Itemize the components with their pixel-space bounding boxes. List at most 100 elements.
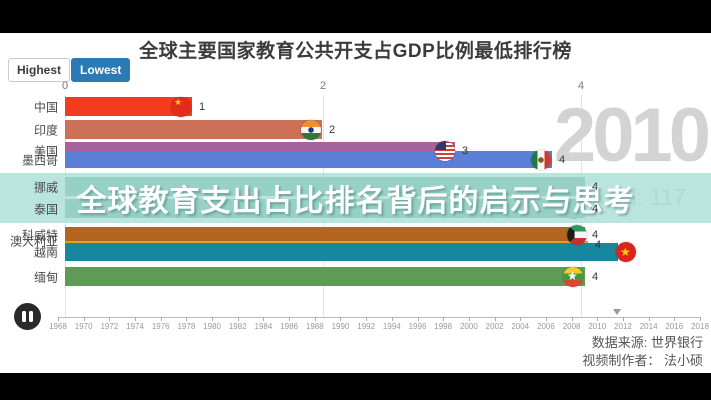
pause-icon	[22, 311, 26, 322]
timeline-tick	[545, 317, 547, 321]
timeline-year-label: 2014	[639, 322, 658, 331]
bar-myanmar	[65, 267, 585, 286]
usa-flag-icon	[435, 141, 455, 161]
bar-vietnam	[65, 243, 618, 261]
myanmar-flag-icon: ★	[563, 266, 583, 287]
lowest-button[interactable]: Lowest	[71, 58, 131, 82]
x-axis-tick-label: 2	[319, 80, 327, 92]
timeline-tick	[468, 317, 470, 321]
timeline-year-label: 1998	[434, 322, 453, 331]
india-flag-icon	[301, 119, 321, 140]
timeline-year-label: 1992	[357, 322, 376, 331]
country-label: 越南	[33, 245, 58, 260]
data-source-label: 数据来源: 世界银行	[591, 335, 703, 350]
timeline-tick	[160, 317, 162, 321]
timeline-year-label: 2004	[511, 322, 530, 331]
timeline-year-label: 1994	[382, 322, 401, 331]
timeline-tick	[622, 317, 624, 321]
timeline-tick	[648, 317, 650, 321]
star-glyph: ★	[567, 268, 578, 283]
timeline-position-marker[interactable]	[613, 309, 621, 315]
timeline-year-label: 1984	[254, 322, 273, 331]
headline-banner: 全球教育支出占比排名背后的启示与思考	[0, 173, 711, 223]
page-title: 全球主要国家教育公共开支占GDP比例最低排行榜	[139, 41, 572, 62]
timeline-tick	[571, 317, 573, 321]
star-glyph: ★	[174, 96, 183, 107]
timeline-tick	[135, 317, 137, 321]
timeline-tick	[263, 317, 265, 321]
timeline-tick	[289, 317, 291, 321]
country-label: 科威特	[21, 228, 58, 242]
timeline-year-label: 1976	[151, 322, 170, 331]
bar-china	[65, 97, 192, 116]
country-label: 美国	[33, 144, 58, 159]
credits: 数据来源: 世界银行 视频制作者： 法小硕	[582, 334, 703, 370]
timeline-tick	[366, 317, 368, 321]
timeline-year-label: 2016	[665, 322, 684, 331]
timeline-tick	[109, 317, 111, 321]
timeline-tick	[443, 317, 445, 321]
timeline-year-label: 2002	[485, 322, 504, 331]
pause-icon	[29, 311, 33, 322]
timeline-year-label: 1982	[228, 322, 247, 331]
creator-label: 视频制作者： 法小硕	[582, 353, 703, 368]
timeline-year-label: 1972	[100, 322, 119, 331]
timeline-tick	[314, 317, 316, 321]
timeline-tick	[237, 317, 239, 321]
bar-india	[65, 120, 322, 139]
bar-mexico	[65, 151, 552, 168]
bar-value: 4	[592, 270, 599, 283]
country-label: 缅甸	[33, 270, 58, 284]
x-axis-tick-label: 4	[577, 80, 585, 92]
timeline-year-label: 1978	[177, 322, 196, 331]
timeline-tick	[494, 317, 496, 321]
bar-kuwait	[65, 227, 585, 242]
bar-value: 1	[199, 100, 206, 113]
timeline-tick	[700, 317, 701, 321]
china-flag-icon: ★	[171, 96, 191, 117]
letterbox-bottom	[0, 373, 711, 400]
pause-button[interactable]	[14, 303, 41, 330]
bar-value: 4	[592, 202, 599, 215]
timeline-tick	[674, 317, 676, 321]
timeline-year-label: 1986	[280, 322, 298, 331]
timeline-tick	[186, 317, 188, 321]
bar-value: 2	[329, 123, 336, 136]
timeline-year-label: 1990	[331, 322, 350, 331]
timeline-year-label: 1974	[126, 322, 144, 331]
timeline-tick	[83, 317, 85, 321]
timeline-year-label: 1988	[305, 322, 324, 331]
timeline-tick	[391, 317, 393, 321]
kuwait-flag-icon	[567, 224, 587, 245]
timeline-year-label: 2006	[537, 322, 555, 331]
timeline-year-label: 1970	[74, 322, 93, 331]
timeline-year-label: 1980	[203, 322, 221, 331]
timeline-year-label: 2008	[562, 322, 581, 331]
country-label: 澳大利亚	[9, 234, 58, 249]
bar-value: 4	[592, 180, 599, 193]
timeline-tick	[417, 317, 419, 321]
timeline-year-label: 2000	[459, 322, 478, 331]
timeline-year-label: 2010	[588, 322, 607, 331]
timeline-tick	[597, 317, 599, 321]
headline-banner-text: 全球教育支出占比排名背后的启示与思考	[76, 185, 635, 218]
country-label: 挪威	[33, 180, 58, 194]
timeline-tick	[212, 317, 214, 321]
timeline-year-label: 1968	[49, 322, 67, 331]
letterbox-top	[0, 0, 711, 33]
x-axis-tick-label: 0	[61, 80, 69, 92]
bar-value: 4	[592, 228, 599, 241]
timeline-scrubber[interactable]: 1968 1970 1972 1974 1976 1978 1980 1982 1984 1986…	[0, 295, 711, 335]
timeline-tick	[58, 317, 59, 321]
timeline-tick	[340, 317, 342, 321]
country-label: 泰国	[33, 202, 58, 216]
highest-button[interactable]: Highest	[8, 58, 71, 82]
timeline-axis	[58, 317, 701, 318]
country-label: 墨西哥	[21, 153, 58, 167]
country-label: 中国	[33, 100, 58, 114]
bar-value: 4	[559, 153, 566, 166]
current-year-label: 2010	[553, 93, 711, 178]
timeline-tick	[520, 317, 522, 321]
bar-value: 3	[462, 145, 469, 157]
